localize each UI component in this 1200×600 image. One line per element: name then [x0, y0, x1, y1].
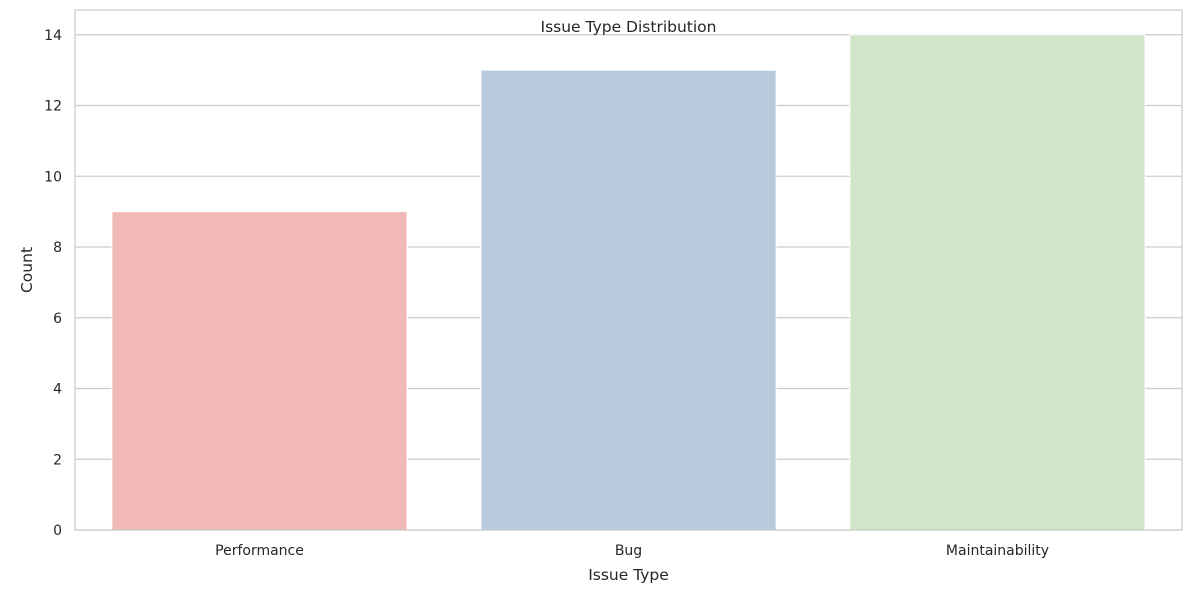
- y-tick-label: 14: [44, 28, 62, 44]
- bar-performance: [111, 211, 408, 531]
- y-tick-label: 4: [53, 382, 62, 398]
- y-tick-label: 10: [44, 169, 62, 185]
- y-axis-label: Count: [18, 247, 36, 293]
- y-tick-label: 2: [53, 452, 62, 468]
- y-tick-labels: 0 2 4 6 8 10 12 14: [44, 28, 62, 539]
- bars: [111, 34, 1146, 531]
- bar-bug: [480, 69, 777, 531]
- x-tick-label: Bug: [615, 543, 642, 559]
- x-axis-label: Issue Type: [588, 566, 669, 584]
- x-tick-labels: Performance Bug Maintainability: [215, 543, 1049, 559]
- chart-title: Issue Type Distribution: [541, 18, 717, 36]
- y-tick-label: 6: [53, 311, 62, 327]
- bar-maintainability: [849, 34, 1146, 531]
- plot-frame: [74, 9, 1183, 531]
- x-tick-label: Performance: [215, 543, 304, 559]
- y-tick-label: 0: [53, 523, 62, 539]
- y-tick-label: 8: [53, 240, 62, 256]
- x-tick-label: Maintainability: [946, 543, 1049, 559]
- y-tick-label: 12: [44, 99, 62, 115]
